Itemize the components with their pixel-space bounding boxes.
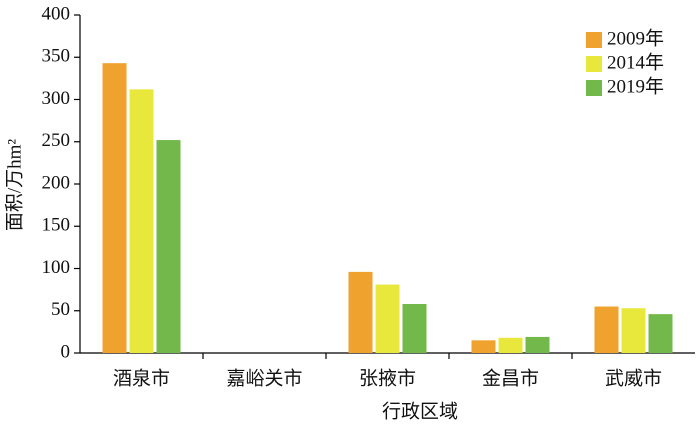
x-tick-label: 武威市 <box>605 367 662 389</box>
x-tick-label: 酒泉市 <box>113 367 170 389</box>
y-tick-label: 150 <box>42 215 71 236</box>
bar <box>348 271 373 353</box>
y-tick-label: 250 <box>42 130 71 151</box>
bar <box>648 314 673 353</box>
y-tick-label: 50 <box>51 299 70 320</box>
y-tick-label: 300 <box>42 88 71 109</box>
bar <box>102 63 127 353</box>
bar <box>129 89 154 354</box>
bar <box>621 308 646 353</box>
bar <box>471 340 496 353</box>
bar <box>156 140 181 353</box>
legend-label: 2014年 <box>607 51 664 73</box>
y-tick-label: 0 <box>61 341 71 362</box>
y-axis-label: 面积/万hm² <box>3 139 25 232</box>
y-tick-label: 350 <box>42 46 71 67</box>
x-tick-label: 金昌市 <box>482 367 539 389</box>
bar <box>375 284 400 353</box>
legend-swatch <box>586 56 602 72</box>
bar <box>525 336 550 353</box>
legend-swatch <box>586 32 602 48</box>
legend-label: 2009年 <box>607 27 664 49</box>
bar <box>498 337 523 353</box>
y-tick-label: 400 <box>42 3 71 24</box>
x-tick-label: 嘉峪关市 <box>226 367 302 389</box>
legend-swatch <box>586 80 602 96</box>
bar <box>402 303 427 353</box>
x-axis-label: 行政区域 <box>382 400 458 422</box>
legend-label: 2019年 <box>607 75 664 97</box>
y-tick-label: 100 <box>42 257 71 278</box>
bar <box>594 306 619 353</box>
y-tick-label: 200 <box>42 172 71 193</box>
x-tick-label: 张掖市 <box>359 367 416 389</box>
